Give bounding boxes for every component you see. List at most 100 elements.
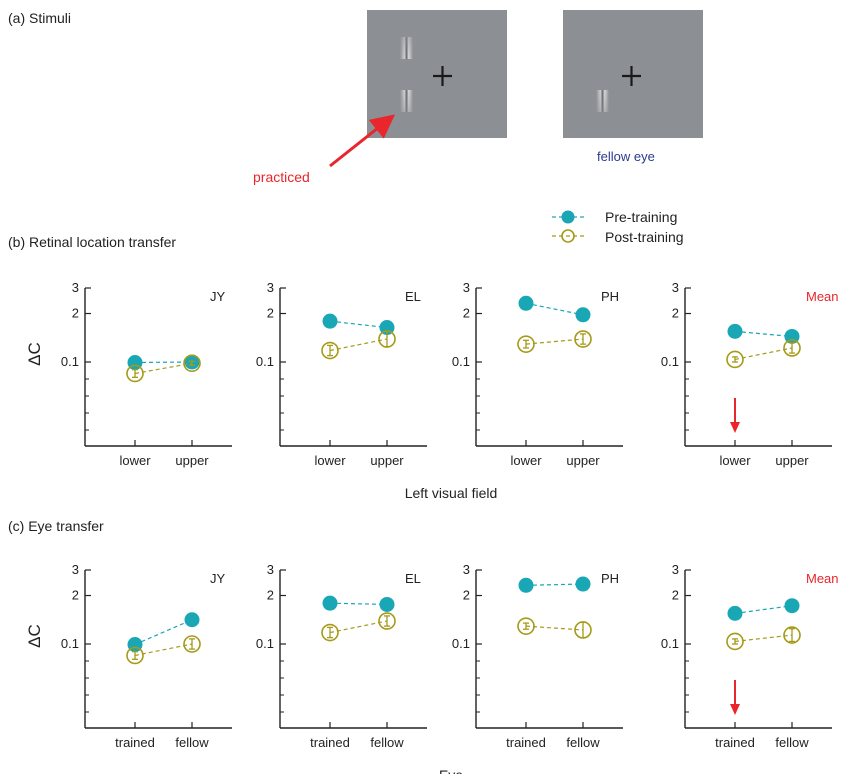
- fixation-cross: [433, 66, 452, 86]
- y-tick-label: 3: [672, 280, 679, 295]
- data-point-pre: [518, 577, 534, 593]
- y-tick-label: 2: [267, 306, 274, 321]
- trained-location-arrowhead: [730, 704, 740, 715]
- x-tick-label: trained: [115, 735, 155, 750]
- legend-post-marker: [561, 229, 575, 243]
- series-line-pre: [734, 605, 793, 614]
- y-axis-title: ΔC: [25, 624, 44, 648]
- fixation-cross: [622, 66, 641, 86]
- series-line-post: [134, 643, 193, 657]
- series-line-post: [525, 625, 584, 631]
- x-tick-label: trained: [506, 735, 546, 750]
- chart-panel-c-jy: 3 2 0.1 trained fellow JY: [61, 562, 232, 750]
- series-line-pre: [329, 320, 388, 329]
- y-tick-label: 0.1: [452, 636, 470, 651]
- section-c-title: (c) Eye transfer: [8, 518, 104, 534]
- legend-pre-label: Pre-training: [605, 209, 678, 225]
- practiced-label: practiced: [253, 169, 310, 185]
- gabor-patch-upper: [400, 37, 413, 59]
- stimuli-title: (a) Stimuli: [8, 10, 72, 26]
- series-line-pre: [525, 302, 584, 316]
- data-point-pre: [518, 295, 534, 311]
- chart-panel-c-mean: 3 2 0.1 trained fellow Mean: [661, 562, 839, 750]
- y-tick-label: 3: [267, 562, 274, 577]
- fellow-eye-label: fellow eye: [597, 149, 655, 164]
- data-point-post: [183, 354, 201, 373]
- y-tick-label: 3: [463, 562, 470, 577]
- series-line-pre: [329, 602, 388, 606]
- chart-panel-c-el: 3 2 0.1 trained fellow EL: [256, 562, 427, 750]
- data-point-pre: [322, 595, 338, 611]
- series-line-pre: [134, 619, 193, 646]
- chart-panel-b-ph: 3 2 0.1 lower upper PH: [452, 280, 623, 468]
- x-tick-label: lower: [314, 453, 346, 468]
- x-tick-label: upper: [566, 453, 600, 468]
- subject-label: JY: [210, 571, 226, 586]
- trained-location-arrowhead: [730, 422, 740, 433]
- y-tick-label: 0.1: [661, 354, 679, 369]
- gabor-patch-lower: [596, 90, 609, 112]
- x-tick-label: lower: [119, 453, 151, 468]
- chart-panel-b-el: 3 2 0.1 lower upper EL: [256, 280, 427, 468]
- y-tick-label: 3: [463, 280, 470, 295]
- data-point-post: [517, 617, 535, 635]
- section-b-title: (b) Retinal location transfer: [8, 234, 177, 250]
- x-axis-title: Left visual field: [405, 485, 498, 501]
- series-line-pre: [525, 583, 584, 586]
- data-point-post: [783, 339, 801, 357]
- series-line-post: [134, 362, 193, 375]
- data-point-post: [726, 632, 744, 651]
- data-point-pre: [575, 307, 591, 323]
- subject-label: PH: [601, 571, 619, 586]
- x-tick-label: upper: [175, 453, 209, 468]
- x-tick-label: upper: [775, 453, 809, 468]
- series-line-pre: [734, 330, 793, 338]
- subject-label: EL: [405, 571, 421, 586]
- stimulus-fellow-graphic: [563, 10, 703, 138]
- y-tick-label: 0.1: [61, 354, 79, 369]
- data-point-pre: [184, 612, 200, 628]
- data-point-post: [321, 623, 339, 642]
- x-tick-label: fellow: [175, 735, 209, 750]
- series-line-post: [525, 338, 584, 345]
- y-tick-label: 2: [672, 588, 679, 603]
- subject-label: EL: [405, 289, 421, 304]
- legend-pre-marker: [561, 210, 575, 224]
- subject-label: JY: [210, 289, 226, 304]
- y-axis-title: ΔC: [25, 342, 44, 366]
- x-tick-label: fellow: [775, 735, 809, 750]
- data-point-pre: [727, 323, 743, 339]
- y-tick-label: 3: [672, 562, 679, 577]
- x-tick-label: upper: [370, 453, 404, 468]
- practiced-arrow: [329, 114, 396, 168]
- y-tick-label: 2: [672, 306, 679, 321]
- y-tick-label: 3: [72, 562, 79, 577]
- x-tick-label: lower: [719, 453, 751, 468]
- chart-panel-b-mean: 3 2 0.1 lower upper Mean: [661, 280, 839, 468]
- data-point-post: [126, 364, 144, 383]
- gabor-patch-lower: [400, 90, 413, 112]
- y-tick-label: 2: [72, 588, 79, 603]
- x-tick-label: fellow: [370, 735, 404, 750]
- data-point-pre: [727, 605, 743, 621]
- data-point-post: [126, 646, 144, 665]
- subject-label: Mean: [806, 289, 839, 304]
- x-tick-label: lower: [510, 453, 542, 468]
- data-point-post: [726, 350, 744, 369]
- subject-label: Mean: [806, 571, 839, 586]
- data-point-pre: [575, 576, 591, 592]
- x-tick-label: fellow: [566, 735, 600, 750]
- data-point-post: [378, 612, 396, 630]
- legend-post-label: Post-training: [605, 229, 684, 245]
- data-point-post: [183, 635, 201, 653]
- x-tick-label: trained: [715, 735, 755, 750]
- subject-label: PH: [601, 289, 619, 304]
- data-point-post: [517, 335, 535, 353]
- y-tick-label: 3: [267, 280, 274, 295]
- y-tick-label: 0.1: [452, 354, 470, 369]
- y-tick-label: 2: [267, 588, 274, 603]
- series-line-post: [734, 347, 793, 361]
- data-point-post: [321, 341, 339, 360]
- chart-panel-b-jy: 3 2 0.1 lower upper JY: [61, 280, 232, 468]
- chart-panel-c-ph: 3 2 0.1 trained fellow PH: [452, 562, 623, 750]
